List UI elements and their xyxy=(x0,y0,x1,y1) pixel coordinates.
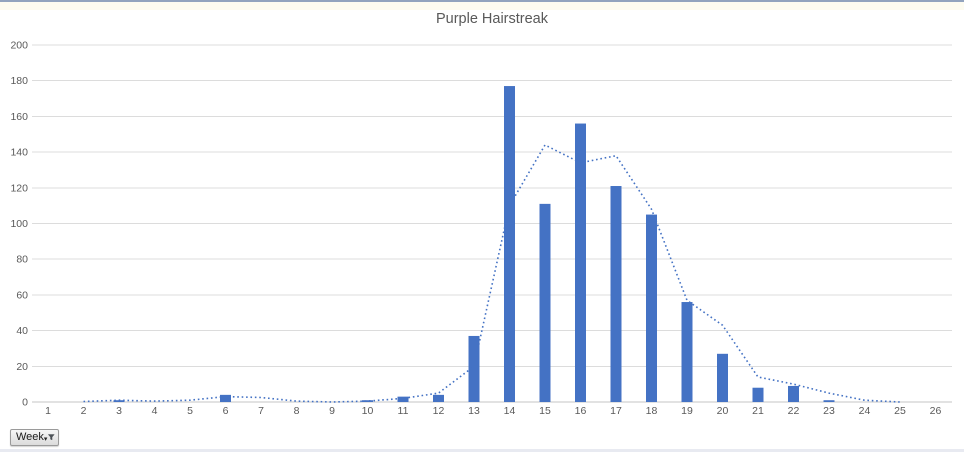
y-tick-label: 0 xyxy=(22,397,28,409)
x-tick-label: 19 xyxy=(681,405,693,417)
trend-line[interactable] xyxy=(83,143,901,403)
bar-week-22[interactable] xyxy=(788,385,799,402)
y-tick-label: 200 xyxy=(10,40,28,52)
x-tick-label: 9 xyxy=(329,405,335,417)
x-tick-label: 23 xyxy=(823,405,835,417)
y-tick-label: 60 xyxy=(16,289,28,301)
x-tick-label: 12 xyxy=(433,405,445,417)
bar-week-21[interactable] xyxy=(752,387,764,402)
bar-week-17[interactable] xyxy=(610,186,622,402)
x-tick-label: 7 xyxy=(258,405,264,417)
y-tick-label: 160 xyxy=(10,111,28,123)
week-field-button[interactable]: Week ▾ xyxy=(10,429,59,446)
x-tick-label: 26 xyxy=(930,405,942,417)
window-top-band xyxy=(0,2,964,10)
y-tick-label: 100 xyxy=(10,218,28,230)
filter-funnel-icon[interactable] xyxy=(48,432,55,443)
x-tick-label: 14 xyxy=(504,405,516,417)
bar-week-11[interactable] xyxy=(397,396,409,402)
bar-week-15[interactable] xyxy=(539,203,551,402)
sheet-bottom-band xyxy=(0,449,964,452)
bar-week-18[interactable] xyxy=(646,214,657,402)
bar-week-12[interactable] xyxy=(433,394,444,402)
x-tick-label: 2 xyxy=(81,405,87,417)
bar-week-16[interactable] xyxy=(575,123,586,402)
x-tick-label: 4 xyxy=(152,405,158,417)
window-top-edge xyxy=(0,0,964,2)
y-tick-label: 180 xyxy=(10,75,28,87)
bar-week-3[interactable] xyxy=(113,400,125,402)
bar-week-6[interactable] xyxy=(220,394,231,402)
bar-week-20[interactable] xyxy=(717,353,728,402)
bar-week-14[interactable] xyxy=(504,86,515,403)
x-tick-label: 21 xyxy=(752,405,764,417)
x-tick-label: 5 xyxy=(187,405,193,417)
x-tick-label: 18 xyxy=(646,405,658,417)
y-tick-label: 20 xyxy=(16,361,28,373)
y-tick-label: 140 xyxy=(10,147,28,159)
bar-week-23[interactable] xyxy=(823,400,835,402)
x-tick-label: 15 xyxy=(539,405,551,417)
x-tick-label: 1 xyxy=(45,405,51,417)
bar-week-13[interactable] xyxy=(468,335,480,402)
y-tick-label: 40 xyxy=(16,325,28,337)
x-tick-label: 11 xyxy=(398,405,409,417)
x-tick-label: 24 xyxy=(859,405,871,417)
x-tick-label: 17 xyxy=(610,405,622,417)
x-tick-label: 16 xyxy=(575,405,587,417)
x-tick-label: 3 xyxy=(116,405,122,417)
bar-week-10[interactable] xyxy=(362,400,373,402)
x-tick-label: 22 xyxy=(788,405,800,417)
x-tick-label: 8 xyxy=(294,405,300,417)
dropdown-caret-icon: ▾ xyxy=(43,435,48,443)
y-tick-label: 120 xyxy=(10,182,28,194)
field-button-label: Week xyxy=(16,431,44,443)
x-tick-label: 6 xyxy=(223,405,229,417)
bar-week-19[interactable] xyxy=(681,302,693,402)
chart-title: Purple Hairstreak xyxy=(435,11,548,27)
x-tick-label: 10 xyxy=(362,405,374,417)
x-tick-label: 13 xyxy=(468,405,480,417)
y-tick-label: 80 xyxy=(16,254,28,266)
x-tick-label: 25 xyxy=(894,405,906,417)
x-tick-label: 20 xyxy=(717,405,729,417)
